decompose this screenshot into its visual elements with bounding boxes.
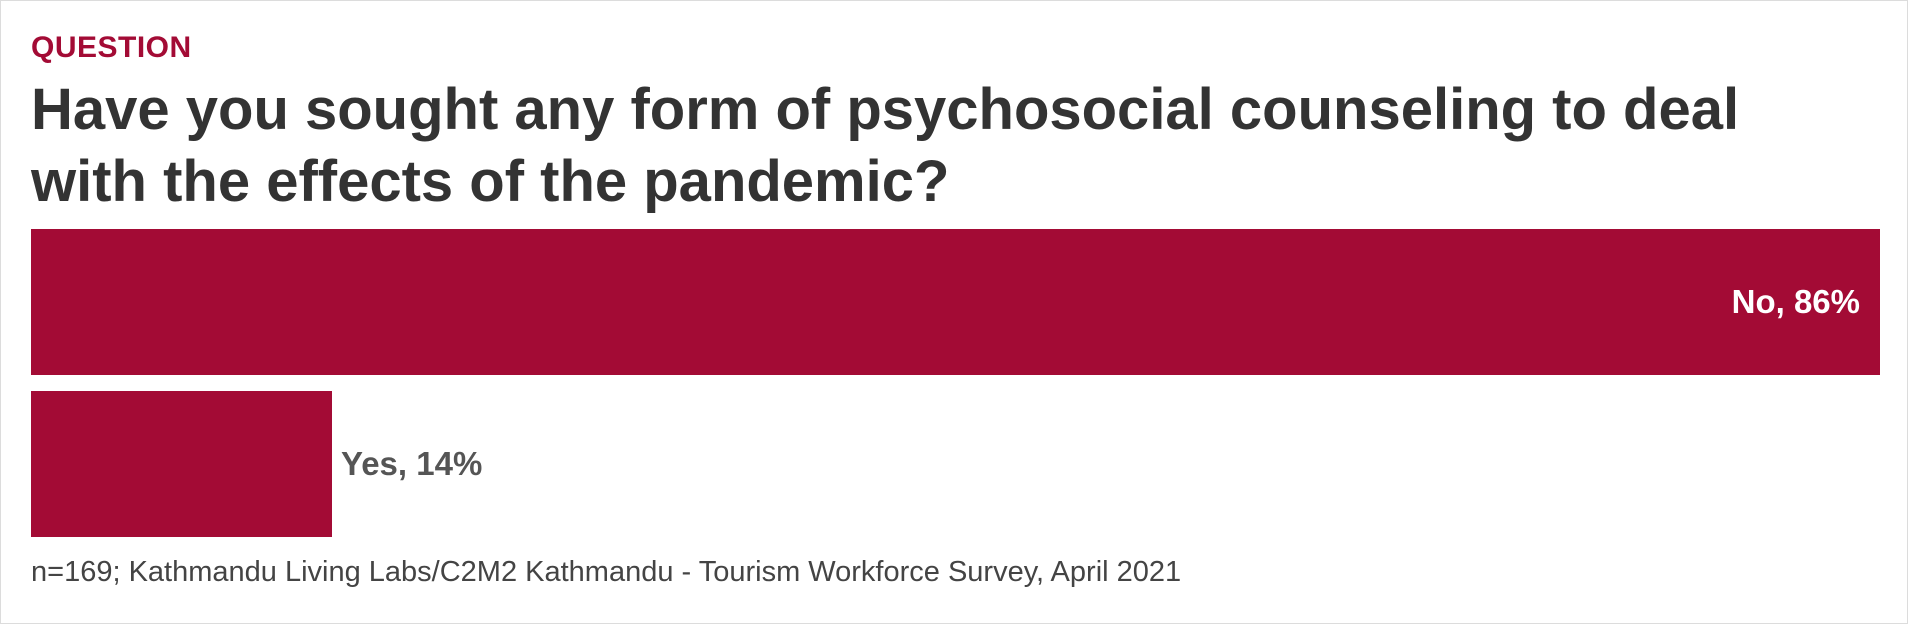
bar-label-no: No, 86%	[1731, 283, 1860, 320]
bar-yes	[31, 391, 332, 537]
source-footnote: n=169; Kathmandu Living Labs/C2M2 Kathma…	[31, 556, 1182, 588]
chart-title: Have you sought any form of psychosocial…	[31, 77, 1740, 214]
bar-no	[31, 229, 1880, 375]
question-kicker: QUESTION	[31, 31, 192, 64]
bar-label-yes: Yes, 14%	[341, 445, 483, 482]
bar-chart: No, 86% Yes, 14%	[31, 229, 1880, 537]
